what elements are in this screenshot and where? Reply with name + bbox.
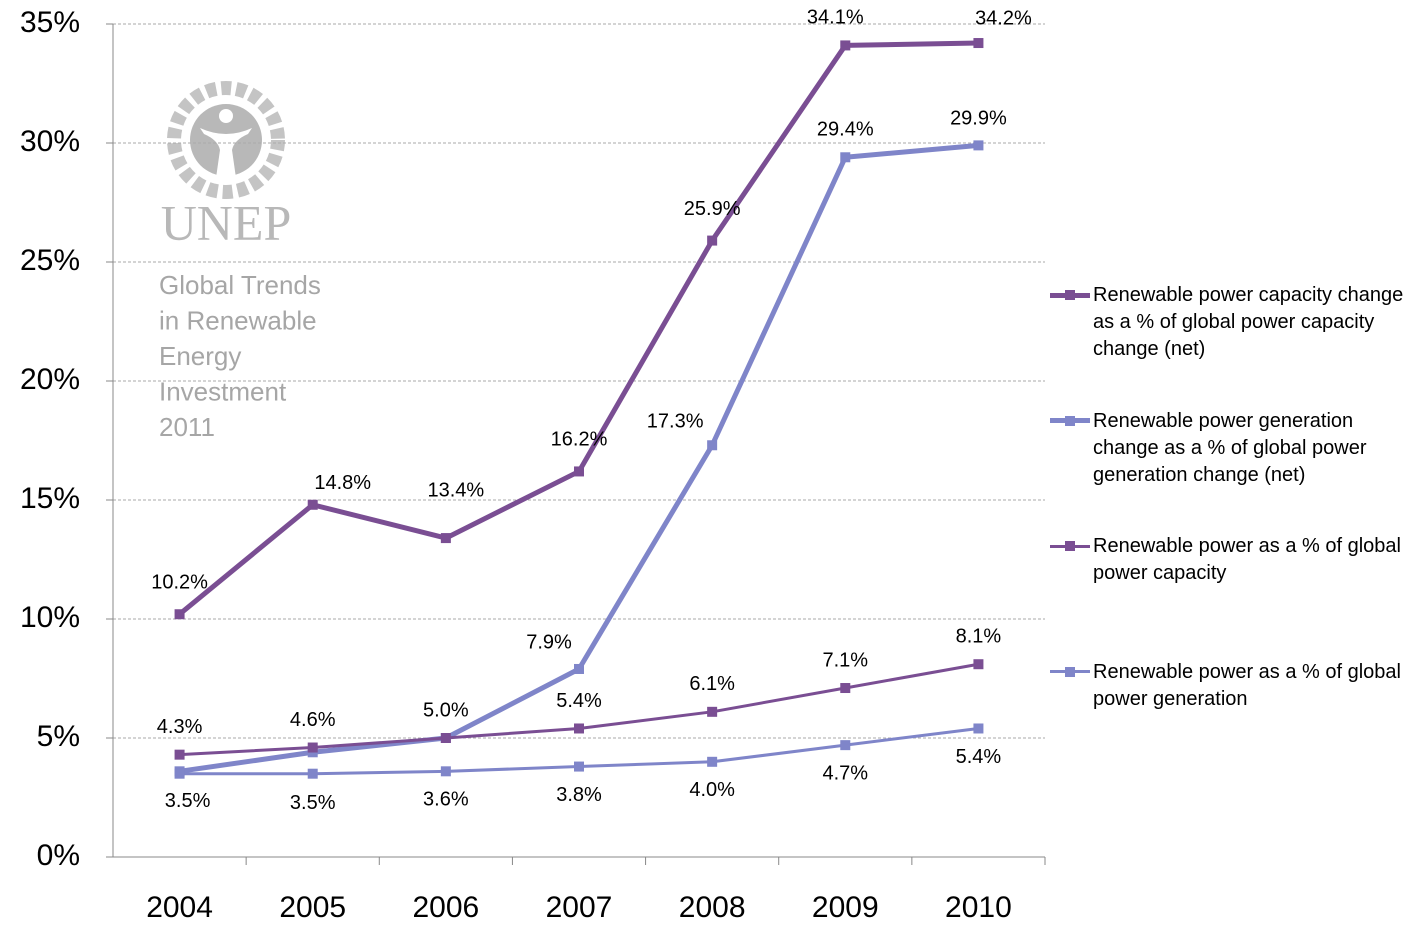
legend-label: Renewable power capacity change as a % o… <box>1093 284 1404 360</box>
marker <box>840 152 851 163</box>
marker <box>574 723 584 734</box>
x-tick-label: 2007 <box>546 891 613 924</box>
legend-marker <box>1065 541 1075 551</box>
data-label: 7.1% <box>822 649 868 671</box>
data-label: 3.8% <box>556 784 602 806</box>
x-tick-label: 2006 <box>412 891 479 924</box>
data-label: 13.4% <box>427 479 484 501</box>
marker <box>440 533 451 544</box>
marker <box>307 499 318 510</box>
marker <box>574 761 584 772</box>
logo-text: UNEP <box>161 194 292 250</box>
legend-marker <box>1065 666 1075 677</box>
marker <box>973 723 984 734</box>
marker <box>174 749 185 760</box>
y-tick-label: 5% <box>37 720 80 753</box>
marker <box>707 756 718 767</box>
data-label: 29.9% <box>950 108 1007 130</box>
marker <box>707 706 718 717</box>
data-label: 4.0% <box>689 779 735 801</box>
data-label: 5.0% <box>423 699 469 721</box>
marker <box>307 742 318 753</box>
marker <box>574 466 584 477</box>
data-label: 3.5% <box>165 790 211 812</box>
x-tick-label: 2010 <box>945 891 1012 924</box>
legend-marker <box>1065 290 1075 300</box>
marker <box>840 740 851 751</box>
y-tick-label: 20% <box>20 363 80 396</box>
data-label: 3.6% <box>423 789 469 811</box>
legend-entry: Renewable power as a % of global power g… <box>1050 659 1420 713</box>
marker <box>440 766 451 777</box>
x-tick-label: 2009 <box>812 891 879 924</box>
legend-label: Renewable power generation change as a %… <box>1093 409 1367 486</box>
watermark-line: 2011 <box>159 412 215 442</box>
legend-swatch <box>1050 666 1090 677</box>
data-label: 5.4% <box>556 690 602 712</box>
data-label: 34.2% <box>975 7 1032 29</box>
legend-swatch <box>1050 541 1090 551</box>
marker <box>973 659 984 670</box>
data-label: 34.1% <box>807 7 864 29</box>
watermark-line: Energy <box>159 341 241 371</box>
marker <box>307 768 318 779</box>
x-tick-label: 2008 <box>679 891 746 924</box>
y-tick-label: 15% <box>20 482 80 515</box>
legend-label: Renewable power as a % of global power g… <box>1093 660 1401 710</box>
marker <box>174 609 185 620</box>
legend-label: Renewable power as a % of global power c… <box>1093 535 1401 584</box>
legend-entry: Renewable power as a % of global power c… <box>1050 533 1420 587</box>
data-label: 17.3% <box>647 411 704 433</box>
data-label: 14.8% <box>314 472 371 494</box>
legend-marker <box>1065 415 1075 426</box>
y-tick-label: 10% <box>20 601 80 634</box>
x-tick-label: 2004 <box>146 891 213 924</box>
series-line <box>179 142 979 774</box>
legend-entry: Renewable power generation change as a %… <box>1050 408 1420 489</box>
y-tick-label: 25% <box>20 244 80 277</box>
marker <box>973 38 984 49</box>
logo <box>167 81 285 199</box>
y-tick-label: 35% <box>20 6 80 39</box>
y-tick-label: 0% <box>37 839 80 872</box>
marker <box>840 683 851 694</box>
marker <box>973 140 984 151</box>
data-label: 10.2% <box>151 572 208 594</box>
data-label: 7.9% <box>526 631 572 653</box>
data-label: 25.9% <box>684 198 741 220</box>
data-label: 8.1% <box>956 626 1002 648</box>
marker <box>174 768 185 779</box>
y-tick-label: 30% <box>20 125 80 158</box>
x-tick-label: 2005 <box>279 891 346 924</box>
data-label: 29.4% <box>817 119 874 141</box>
data-label: 16.2% <box>551 429 608 451</box>
marker <box>707 235 718 246</box>
data-label: 4.7% <box>822 762 868 784</box>
marker <box>440 733 451 743</box>
data-label: 5.4% <box>956 746 1002 768</box>
legend-swatch <box>1050 290 1090 300</box>
data-label: 6.1% <box>689 673 735 695</box>
watermark-line: Global Trends <box>159 270 321 300</box>
data-label: 4.6% <box>290 709 336 731</box>
marker <box>840 40 851 51</box>
marker <box>574 663 584 674</box>
legend-swatch <box>1050 415 1090 426</box>
legend-entry: Renewable power capacity change as a % o… <box>1050 282 1420 363</box>
data-label: 4.3% <box>157 716 203 738</box>
watermark-line: in Renewable <box>159 305 317 335</box>
data-label: 3.5% <box>290 792 336 814</box>
marker <box>707 440 718 451</box>
